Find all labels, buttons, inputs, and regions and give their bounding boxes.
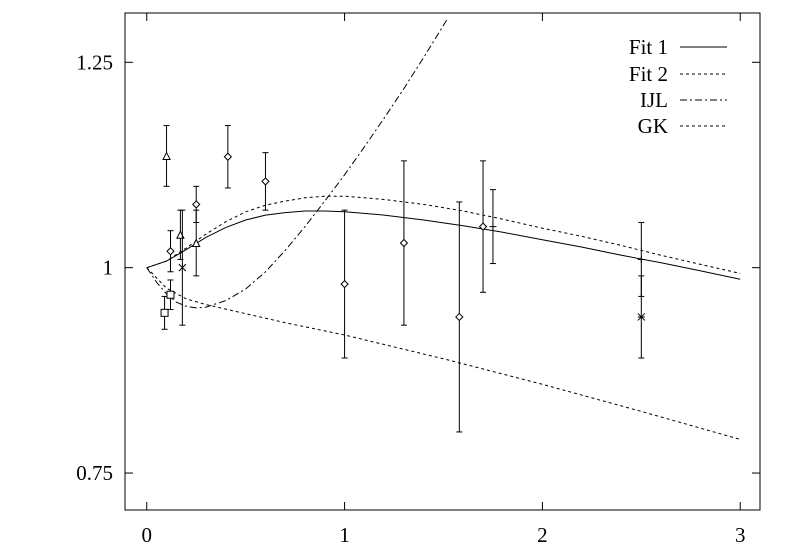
y-axis: 0.75 1 1.25: [76, 50, 760, 485]
diamond-marker: [478, 222, 488, 231]
data-point-asterisk: [637, 275, 646, 359]
x-tick-label: 0: [142, 523, 153, 547]
data-point-diamond: [261, 152, 270, 211]
x-axis: 0 1 2 3: [142, 13, 746, 547]
data-point-diamond: [399, 160, 409, 326]
y-tick-label: 1.25: [76, 50, 113, 74]
legend-label: Fit 1: [629, 35, 668, 59]
x-tick-label: 3: [735, 523, 746, 547]
y-tick-label: 1: [103, 256, 114, 280]
data-point-cross: [178, 209, 187, 326]
data-point-diamond: [192, 185, 201, 223]
diamond-marker: [261, 177, 270, 186]
data-point-plus: [489, 189, 497, 265]
diamond-marker: [455, 312, 464, 322]
diamond-marker: [192, 200, 201, 209]
data-point-diamond: [340, 209, 349, 359]
diamond-marker: [340, 279, 349, 289]
y-tick-label: 0.75: [76, 461, 113, 485]
triangle-marker: [162, 151, 171, 160]
data-point-triangle: [162, 125, 171, 187]
series-line-ijl: [146, 18, 448, 309]
legend-label: GK: [638, 114, 668, 138]
plot-frame: [124, 12, 761, 511]
series-line-fit-2: [146, 195, 741, 274]
data-point-diamond: [166, 230, 175, 273]
data-point-square: [166, 279, 175, 311]
plus-marker: [489, 223, 497, 231]
x-tick-label: 2: [537, 523, 548, 547]
x-tick-label: 1: [339, 523, 350, 547]
data-points: [160, 125, 646, 433]
legend-label: IJL: [640, 88, 668, 112]
series-line-fit-1: [146, 210, 741, 280]
square-marker: [160, 308, 169, 317]
diamond-marker: [399, 238, 409, 248]
asterisk-marker: [637, 313, 646, 321]
triangle-marker: [191, 238, 201, 248]
square-marker: [166, 290, 175, 299]
diamond-marker: [223, 152, 233, 161]
series-line-gk: [146, 267, 741, 440]
diamond-marker: [166, 247, 175, 256]
data-point-diamond: [478, 160, 488, 293]
data-point-diamond: [223, 125, 233, 189]
data-point-diamond: [455, 201, 464, 433]
plus-marker: [637, 255, 645, 263]
data-point-square: [160, 295, 169, 330]
legend-label: Fit 2: [629, 62, 668, 86]
cross-marker: [178, 263, 187, 272]
